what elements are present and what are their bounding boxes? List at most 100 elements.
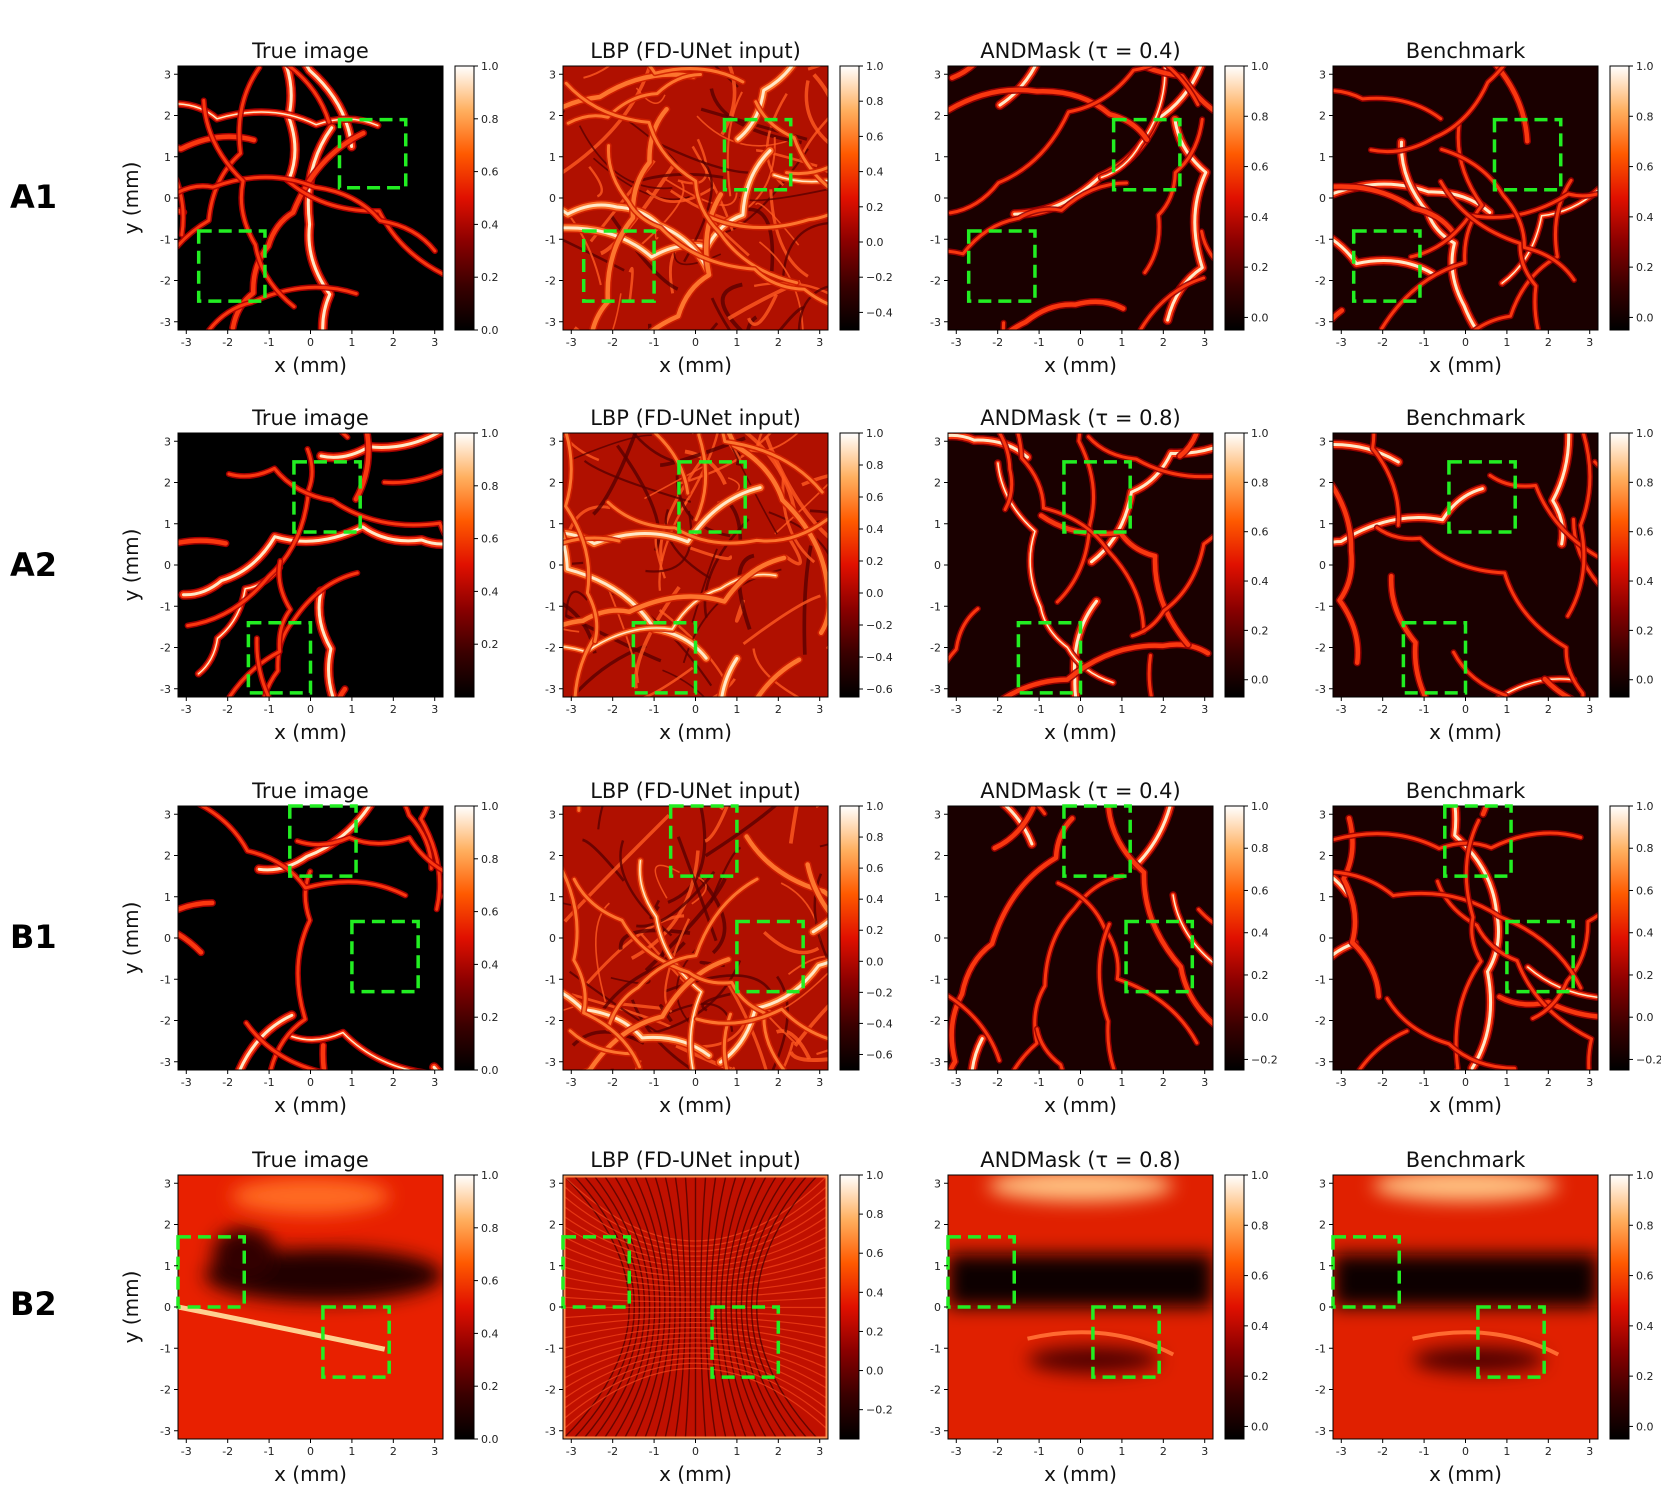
colorbar-tick-label: 0.0 bbox=[1636, 674, 1654, 687]
y-tick-label: -2 bbox=[545, 1015, 556, 1028]
y-tick-label: 0 bbox=[164, 559, 171, 572]
colorbar-tick-label: 0.4 bbox=[481, 218, 499, 231]
colorbar-tick-label: 0.4 bbox=[1636, 1320, 1654, 1333]
y-tick-label: 0 bbox=[934, 932, 941, 945]
colorbar-tick-label: 0.2 bbox=[866, 924, 884, 937]
x-axis-label: x (mm) bbox=[1429, 353, 1502, 377]
x-tick-label: 3 bbox=[431, 336, 438, 349]
y-tick-label: -2 bbox=[930, 642, 941, 655]
colorbar bbox=[454, 805, 475, 1071]
y-tick-label: 3 bbox=[1319, 808, 1326, 821]
x-tick-label: -2 bbox=[992, 1076, 1003, 1089]
y-tick-label: -1 bbox=[1315, 973, 1326, 986]
y-tick-label: 1 bbox=[934, 891, 941, 904]
x-tick-label: -3 bbox=[181, 336, 192, 349]
y-tick-label: -2 bbox=[1315, 1015, 1326, 1028]
y-tick-label: -1 bbox=[930, 233, 941, 246]
colorbar bbox=[1224, 1174, 1245, 1440]
colorbar-tick-label: 0.0 bbox=[481, 1064, 499, 1077]
colorbar bbox=[839, 65, 860, 331]
panel-b2-4: Benchmark -3 -2 -1 0 1 2 3 3 2 1 0 -1 -2 -3 x (mm) 1.0 0.… bbox=[1315, 1148, 1653, 1486]
y-tick-label: 1 bbox=[1319, 891, 1326, 904]
colorbar-tick-label: 0.8 bbox=[1636, 1219, 1654, 1232]
colorbar-tick-label: 0.8 bbox=[1636, 476, 1654, 489]
y-tick-label: -2 bbox=[160, 1384, 171, 1397]
x-tick-label: -1 bbox=[264, 336, 275, 349]
roi-box-2 bbox=[196, 229, 267, 303]
colorbar-tick-label: 0.6 bbox=[1636, 161, 1654, 174]
panel-b1-2: LBP (FD-UNet input) -3 -2 -1 0 1 2 3 3 2 1 0 -1 -2 -3 x… bbox=[545, 779, 893, 1117]
y-tick-label: 1 bbox=[934, 1260, 941, 1273]
colorbar-tick-label: 0.2 bbox=[1251, 624, 1269, 637]
y-tick-label: 0 bbox=[549, 1301, 556, 1314]
x-tick-label: -3 bbox=[181, 703, 192, 716]
y-tick-label: 3 bbox=[549, 1177, 556, 1190]
y-tick-label: -3 bbox=[160, 316, 171, 329]
roi-box-2 bbox=[631, 621, 698, 695]
colorbar-tick-label: 0.8 bbox=[1251, 110, 1269, 123]
x-tick-label: 1 bbox=[348, 336, 355, 349]
x-tick-label: -3 bbox=[181, 1445, 192, 1458]
row-label-b1: B1 bbox=[10, 918, 57, 956]
x-tick-label: 0 bbox=[1077, 703, 1084, 716]
colorbar-tick-label: 0.2 bbox=[481, 1011, 499, 1024]
y-tick-label: -3 bbox=[1315, 316, 1326, 329]
colorbar-tick-label: 0.4 bbox=[1251, 927, 1269, 940]
colorbar-tick-label: 0.8 bbox=[866, 95, 884, 108]
colorbar-tick-label: 1.0 bbox=[1636, 1169, 1654, 1182]
x-tick-label: -2 bbox=[1377, 703, 1388, 716]
x-tick-label: -3 bbox=[566, 1076, 577, 1089]
x-tick-label: -1 bbox=[264, 703, 275, 716]
y-tick-label: -1 bbox=[160, 600, 171, 613]
x-tick-label: -2 bbox=[1377, 1076, 1388, 1089]
y-tick-label: 0 bbox=[164, 1301, 171, 1314]
panel-a2-2: LBP (FD-UNet input) -3 -2 -1 0 1 2 3 3 2 1 0 -1 -2 -3 x… bbox=[545, 406, 893, 744]
panel-title: ANDMask (τ = 0.8) bbox=[980, 1148, 1180, 1172]
y-tick-label: 0 bbox=[1319, 559, 1326, 572]
x-tick-label: 2 bbox=[390, 1076, 397, 1089]
y-tick-label: 0 bbox=[934, 192, 941, 205]
x-tick-label: 2 bbox=[390, 1445, 397, 1458]
roi-box-1 bbox=[668, 804, 739, 878]
y-tick-label: 0 bbox=[1319, 932, 1326, 945]
x-tick-label: 0 bbox=[692, 1076, 699, 1089]
x-tick-label: 1 bbox=[1118, 703, 1125, 716]
heatmap-image bbox=[1333, 1175, 1598, 1439]
y-tick-label: -1 bbox=[930, 600, 941, 613]
colorbar-tick-label: −0.4 bbox=[866, 306, 893, 319]
heatmap-image bbox=[1333, 66, 1598, 330]
x-axis-label: x (mm) bbox=[1044, 353, 1117, 377]
colorbar-tick-label: −0.2 bbox=[866, 619, 893, 632]
roi-box-1 bbox=[1447, 460, 1517, 534]
x-tick-label: -3 bbox=[951, 1076, 962, 1089]
colorbar-tick-label: 0.4 bbox=[866, 893, 884, 906]
y-tick-label: -3 bbox=[545, 1425, 556, 1438]
panel-b2-1: True image -3 -2 -1 0 1 2 3 3 2 1 0 -1 -2 -3 x (mm) y (m… bbox=[119, 1148, 499, 1486]
panel-title: True image bbox=[251, 779, 369, 803]
panel-a1-1: True image -3 -2 -1 0 1 2 3 3 2 1 0 -1 -2 -3 x (mm) y (m… bbox=[119, 39, 499, 377]
colorbar-tick-label: 0.4 bbox=[866, 166, 884, 179]
roi-box-2 bbox=[966, 229, 1037, 303]
x-tick-label: -1 bbox=[1419, 703, 1430, 716]
x-tick-label: 1 bbox=[1503, 703, 1510, 716]
colorbar-tick-label: 0.2 bbox=[1636, 969, 1654, 982]
heatmap-image bbox=[178, 66, 443, 330]
y-tick-label: -2 bbox=[545, 642, 556, 655]
y-tick-label: -1 bbox=[1315, 600, 1326, 613]
x-tick-label: -3 bbox=[951, 703, 962, 716]
y-tick-label: -2 bbox=[545, 1384, 556, 1397]
roi-box-1 bbox=[561, 1235, 631, 1309]
y-tick-label: -3 bbox=[160, 683, 171, 696]
colorbar-tick-label: 0.2 bbox=[1636, 624, 1654, 637]
panel-a1-4: Benchmark -3 -2 -1 0 1 2 3 3 2 1 0 -1 -2 -3 x (mm) 1.0 0.… bbox=[1315, 39, 1654, 377]
roi-box-2 bbox=[1505, 919, 1575, 994]
x-tick-label: -2 bbox=[222, 336, 233, 349]
y-tick-label: 3 bbox=[1319, 435, 1326, 448]
panel-b1-4: Benchmark -3 -2 -1 0 1 2 3 3 2 1 0 -1 -2 -3 x (mm) 1.0 0.… bbox=[1315, 779, 1661, 1117]
x-axis-label: x (mm) bbox=[1044, 1462, 1117, 1486]
x-tick-label: -1 bbox=[649, 336, 660, 349]
x-axis-label: x (mm) bbox=[659, 720, 732, 744]
colorbar-tick-label: 0.4 bbox=[866, 523, 884, 536]
roi-box-2 bbox=[1091, 1305, 1161, 1379]
roi-box-1 bbox=[722, 117, 793, 192]
